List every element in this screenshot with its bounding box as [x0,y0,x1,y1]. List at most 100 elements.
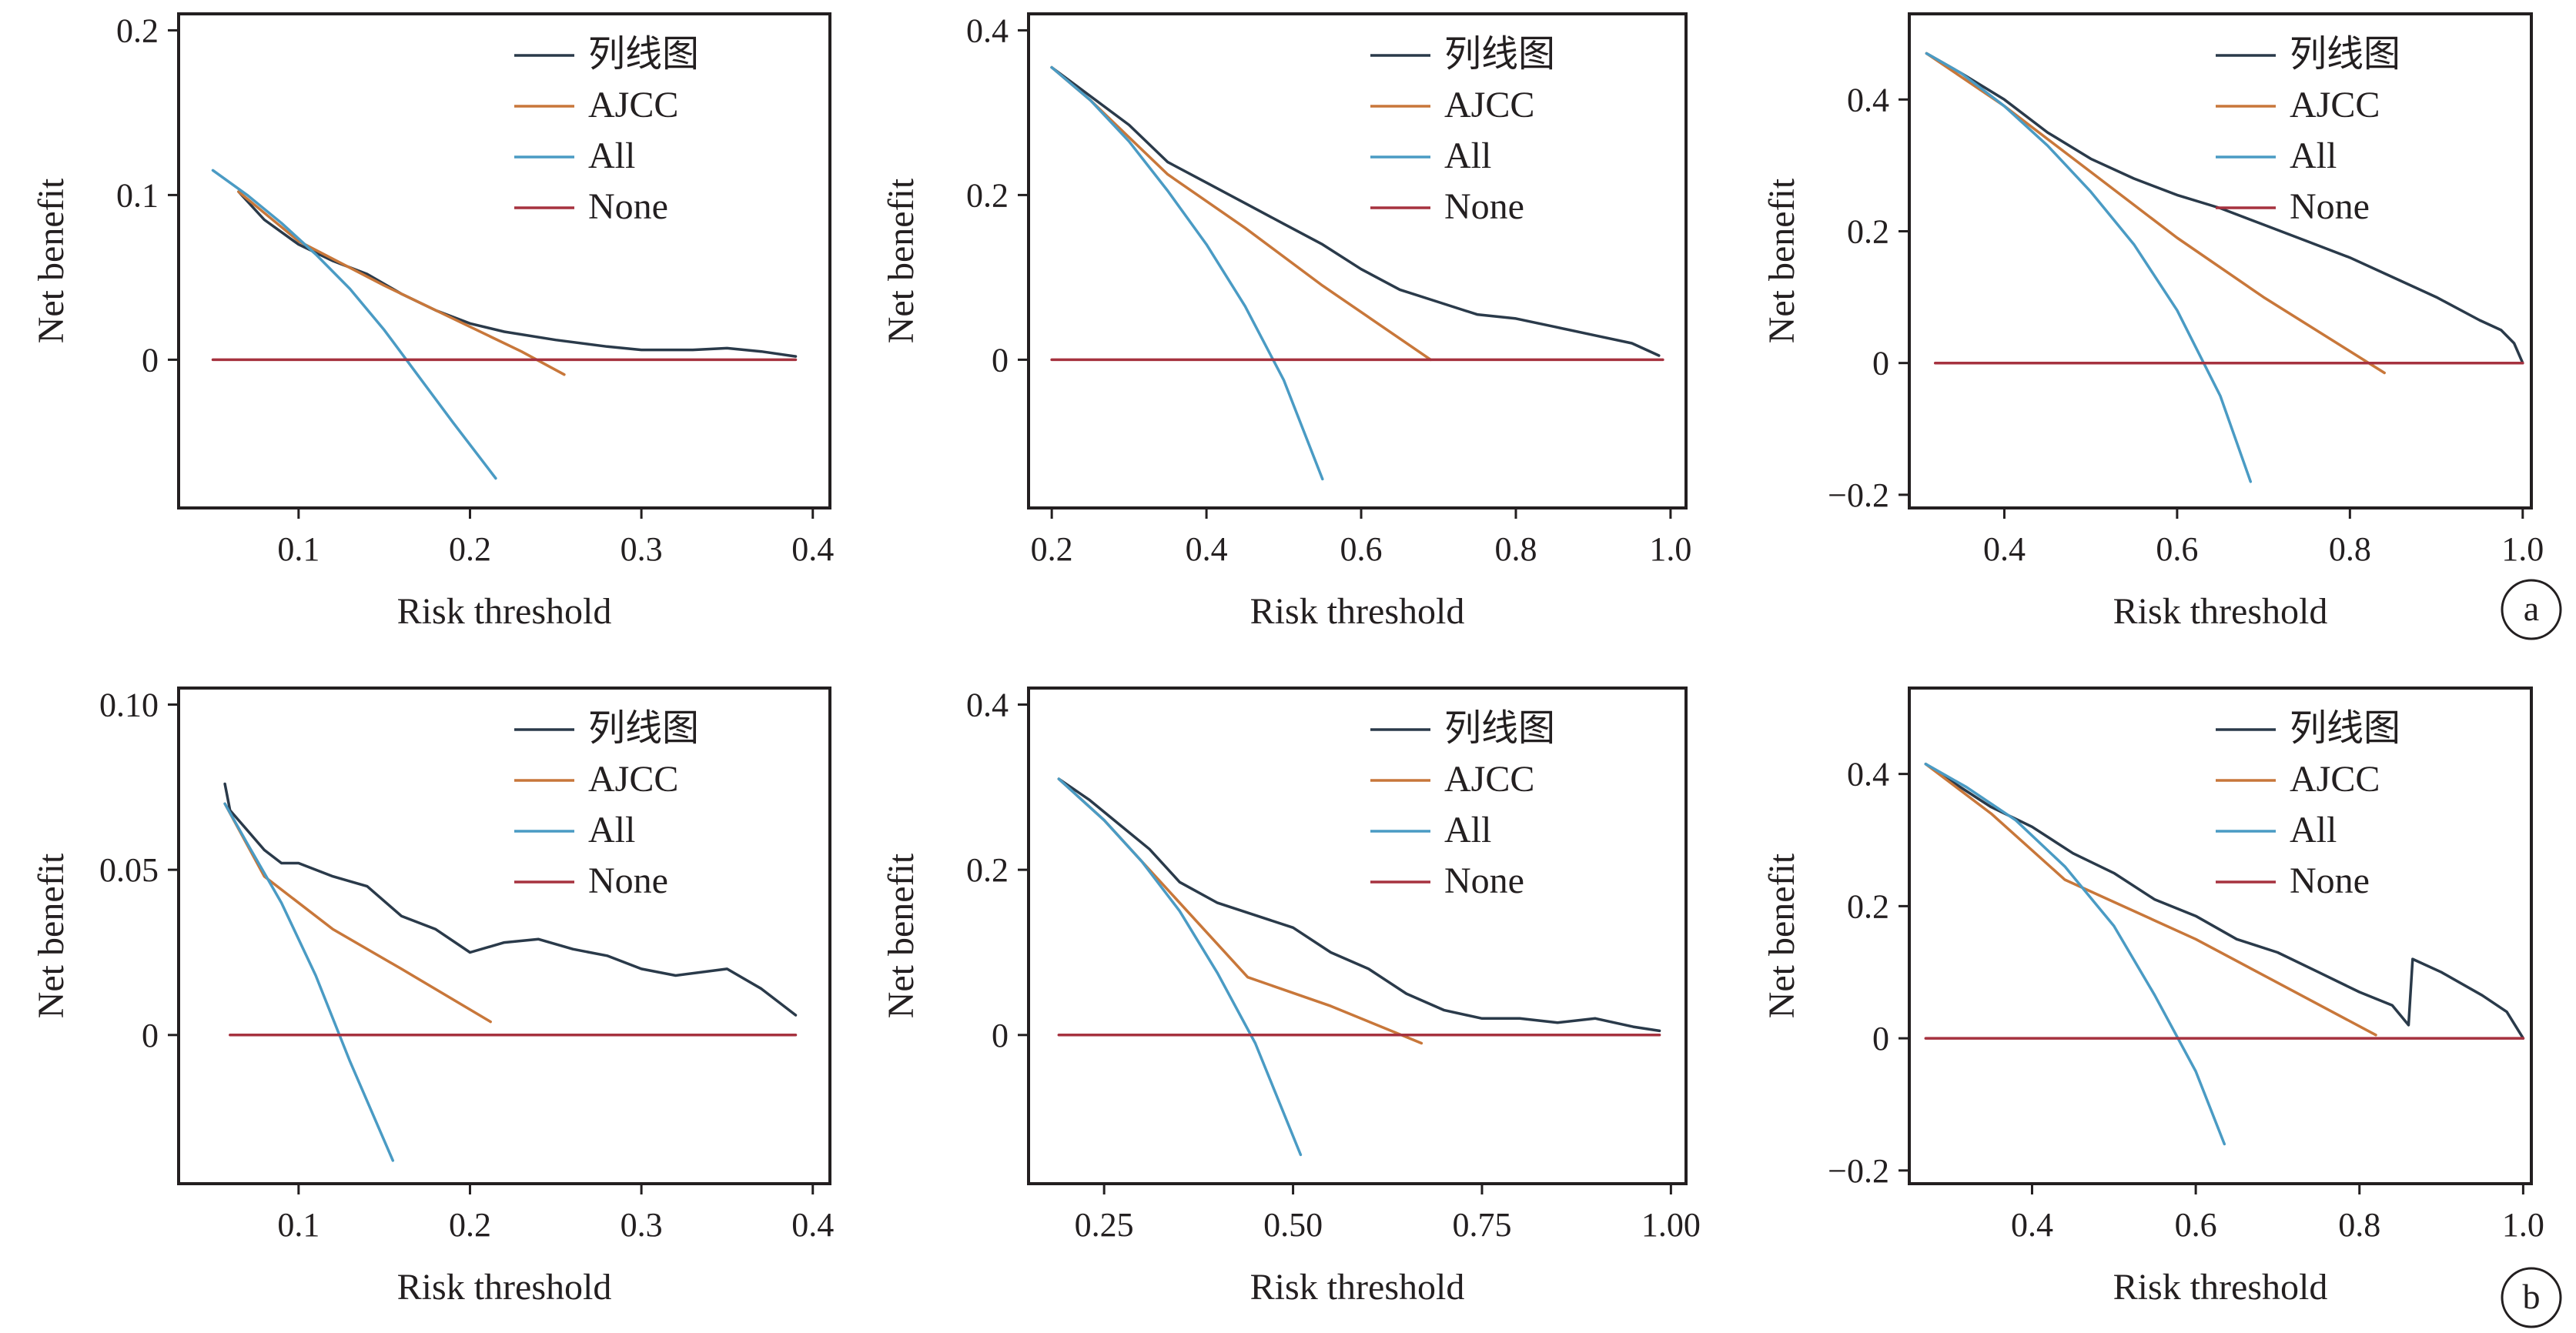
y-tick-label: −0.2 [1828,476,1889,514]
panel-tag-circle [2501,1267,2562,1328]
x-tick-label: 1.0 [2502,1206,2544,1244]
x-axis-title: Risk threshold [1250,1267,1465,1308]
chart-panel-b-1: 0.1 0.2 0.3 0.4 0 0.05 0.10 Risk threshold Net b… [31,686,834,1308]
y-tick-label: −0.2 [1828,1152,1889,1190]
x-tick-label: 1.0 [1649,530,1691,568]
x-tick-label: 0.6 [1340,530,1383,568]
y-tick-label: 0 [992,1017,1009,1054]
y-axis-title: Net benefit [881,853,922,1018]
y-tick-label: 0.05 [99,851,159,889]
y-tick-label: 0.10 [99,686,159,723]
chart-panel-b-2: 0.25 0.50 0.75 1.00 0 0.2 0.4 Risk threshold Net… [881,686,1701,1308]
legend-label: None [2290,186,2370,227]
series-line-2 [1925,52,2253,483]
x-tick-label: 0.50 [1263,1206,1323,1244]
y-tick-label: 0.4 [966,686,1009,723]
x-axis-title: Risk threshold [2113,591,2328,632]
legend-label: None [1444,860,1524,901]
y-tick-label: 0.2 [1847,212,1889,250]
x-tick-label: 0.8 [1494,530,1537,568]
x-tick-label: 0.4 [1186,530,1228,568]
legend-label: All [588,810,635,850]
panel-tag-circle [2501,579,2562,640]
x-axis-title: Risk threshold [397,591,612,632]
series-line-0 [1925,52,2524,365]
y-tick-label: 0 [1872,1020,1889,1057]
x-tick-label: 0.4 [791,530,834,568]
y-tick-label: 0.1 [116,176,159,214]
x-tick-label: 0.2 [1031,530,1073,568]
x-tick-label: 0.6 [2156,530,2198,568]
legend-label: All [2290,135,2337,176]
chart-panel-a-3: 0.4 0.6 0.8 1.0 −0.2 0 0.2 0.4 Risk threshold Net… [1761,12,2544,632]
y-tick-label: 0.4 [1847,756,1889,793]
x-tick-label: 0.75 [1452,1206,1511,1244]
x-tick-label: 0.1 [277,530,319,568]
legend-label: All [2290,810,2337,850]
x-tick-label: 0.6 [2175,1206,2217,1244]
legend-label: AJCC [1444,759,1534,800]
x-tick-label: 0.3 [621,530,663,568]
panel-tag-a: a [2524,589,2539,628]
y-axis-title: Net benefit [881,178,922,343]
series-line-0 [1924,762,2525,1040]
plot-frame [177,12,831,509]
series-line-2 [223,802,395,1162]
x-tick-label: 0.8 [2329,530,2371,568]
y-tick-label: 0.2 [966,176,1009,214]
x-tick-label: 0.4 [791,1206,834,1244]
series-line-0 [223,782,798,1017]
x-tick-label: 0.2 [449,530,491,568]
y-tick-label: 0 [992,341,1009,379]
x-tick-label: 0.2 [449,1206,491,1244]
y-axis-title: Net benefit [1761,853,1802,1018]
legend-label: None [588,186,668,227]
legend-label: AJCC [2290,85,2380,125]
x-tick-label: 1.0 [2501,530,2544,568]
x-axis-title: Risk threshold [397,1267,612,1308]
legend-label: None [1444,186,1524,227]
legend-label: 列线图 [1444,34,1555,75]
chart-panel-a-2: 0.2 0.4 0.6 0.8 1.0 0 0.2 0.4 Risk threshold Net … [881,12,1691,632]
plot-frame [177,687,831,1185]
x-tick-label: 0.1 [277,1206,319,1244]
legend-label: AJCC [588,85,678,125]
x-tick-label: 0.8 [2338,1206,2380,1244]
series-line-1 [223,802,492,1024]
legend-label: AJCC [588,759,678,800]
legend-label: All [1444,135,1491,176]
legend-label: None [2290,860,2370,901]
x-tick-label: 0.4 [2011,1206,2053,1244]
x-axis-title: Risk threshold [2113,1267,2328,1308]
series-line-0 [237,190,798,358]
series-line-2 [1924,762,2226,1146]
y-tick-label: 0 [142,1017,159,1054]
y-axis-title: Net benefit [1761,178,1802,343]
y-axis-title: Net benefit [31,853,72,1018]
y-tick-label: 0 [142,341,159,379]
y-tick-label: 0.2 [966,851,1009,889]
series-line-0 [1057,777,1661,1033]
legend-label: 列线图 [588,708,699,749]
series-line-2 [1057,777,1303,1157]
series-line-1 [237,190,566,376]
y-tick-label: 0.4 [966,12,1009,49]
legend-label: All [1444,810,1491,850]
series-line-2 [211,169,497,480]
y-tick-label: 0.2 [116,12,159,49]
series-line-0 [1050,65,1661,357]
series-line-2 [1050,65,1324,481]
legend-label: None [588,860,668,901]
x-tick-label: 1.00 [1641,1206,1701,1244]
legend-label: 列线图 [588,34,699,75]
y-tick-label: 0 [1872,345,1889,383]
legend-label: 列线图 [2290,34,2400,75]
x-axis-title: Risk threshold [1250,591,1465,632]
legend-label: 列线图 [1444,708,1555,749]
series-line-1 [1924,762,2377,1037]
chart-panel-a-1: 0.1 0.2 0.3 0.4 0 0.1 0.2 Risk threshold Net ben… [31,12,834,632]
y-tick-label: 0.2 [1847,887,1889,925]
legend-label: All [588,135,635,176]
legend-label: AJCC [1444,85,1534,125]
